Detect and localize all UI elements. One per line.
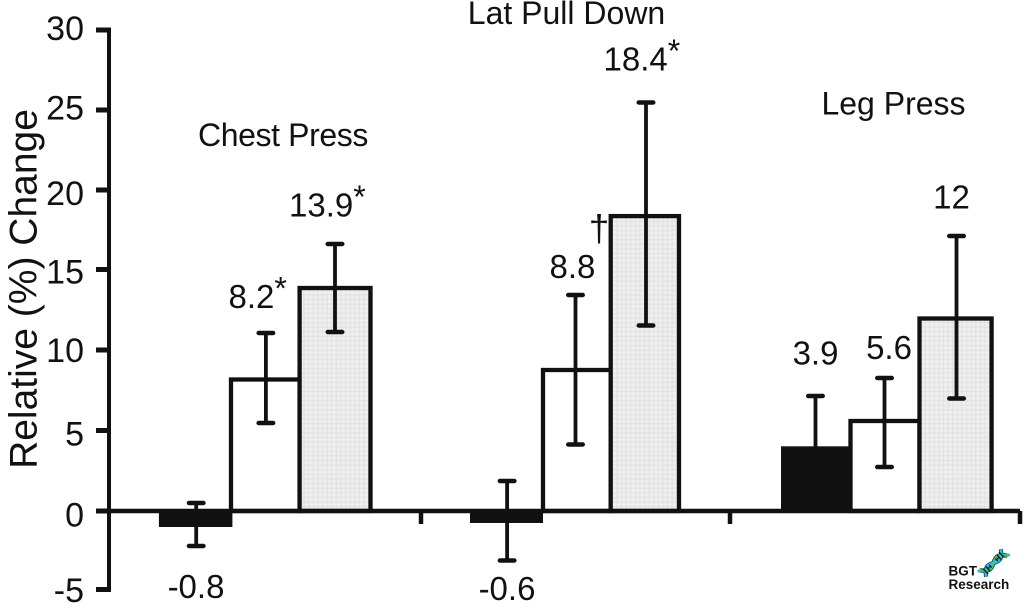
svg-text:†: † (589, 208, 610, 249)
svg-text:12: 12 (933, 179, 970, 216)
svg-text:8.8: 8.8 (550, 248, 596, 285)
svg-text:8.2*: 8.2* (229, 271, 287, 316)
svg-text:15: 15 (46, 254, 84, 292)
svg-text:13.9*: 13.9* (289, 179, 366, 224)
svg-text:Leg Press: Leg Press (821, 86, 965, 122)
svg-text:5.6: 5.6 (866, 329, 912, 366)
svg-text:25: 25 (46, 90, 84, 128)
svg-text:5: 5 (65, 416, 84, 454)
svg-text:Chest Press: Chest Press (198, 117, 368, 153)
svg-text:Research: Research (949, 577, 1010, 592)
svg-text:BGT: BGT (949, 564, 978, 579)
svg-text:0: 0 (65, 497, 84, 535)
svg-text:-0.8: -0.8 (168, 568, 225, 604)
svg-text:Relative (%) Change: Relative (%) Change (3, 109, 46, 469)
svg-text:20: 20 (46, 175, 84, 213)
svg-text:-5: -5 (54, 572, 84, 604)
svg-text:-0.6: -0.6 (479, 570, 536, 604)
svg-text:3.9: 3.9 (793, 335, 839, 372)
svg-text:18.4*: 18.4* (604, 33, 681, 78)
svg-text:30: 30 (46, 10, 84, 48)
svg-text:Lat Pull Down: Lat Pull Down (468, 0, 665, 31)
svg-text:10: 10 (46, 332, 84, 370)
